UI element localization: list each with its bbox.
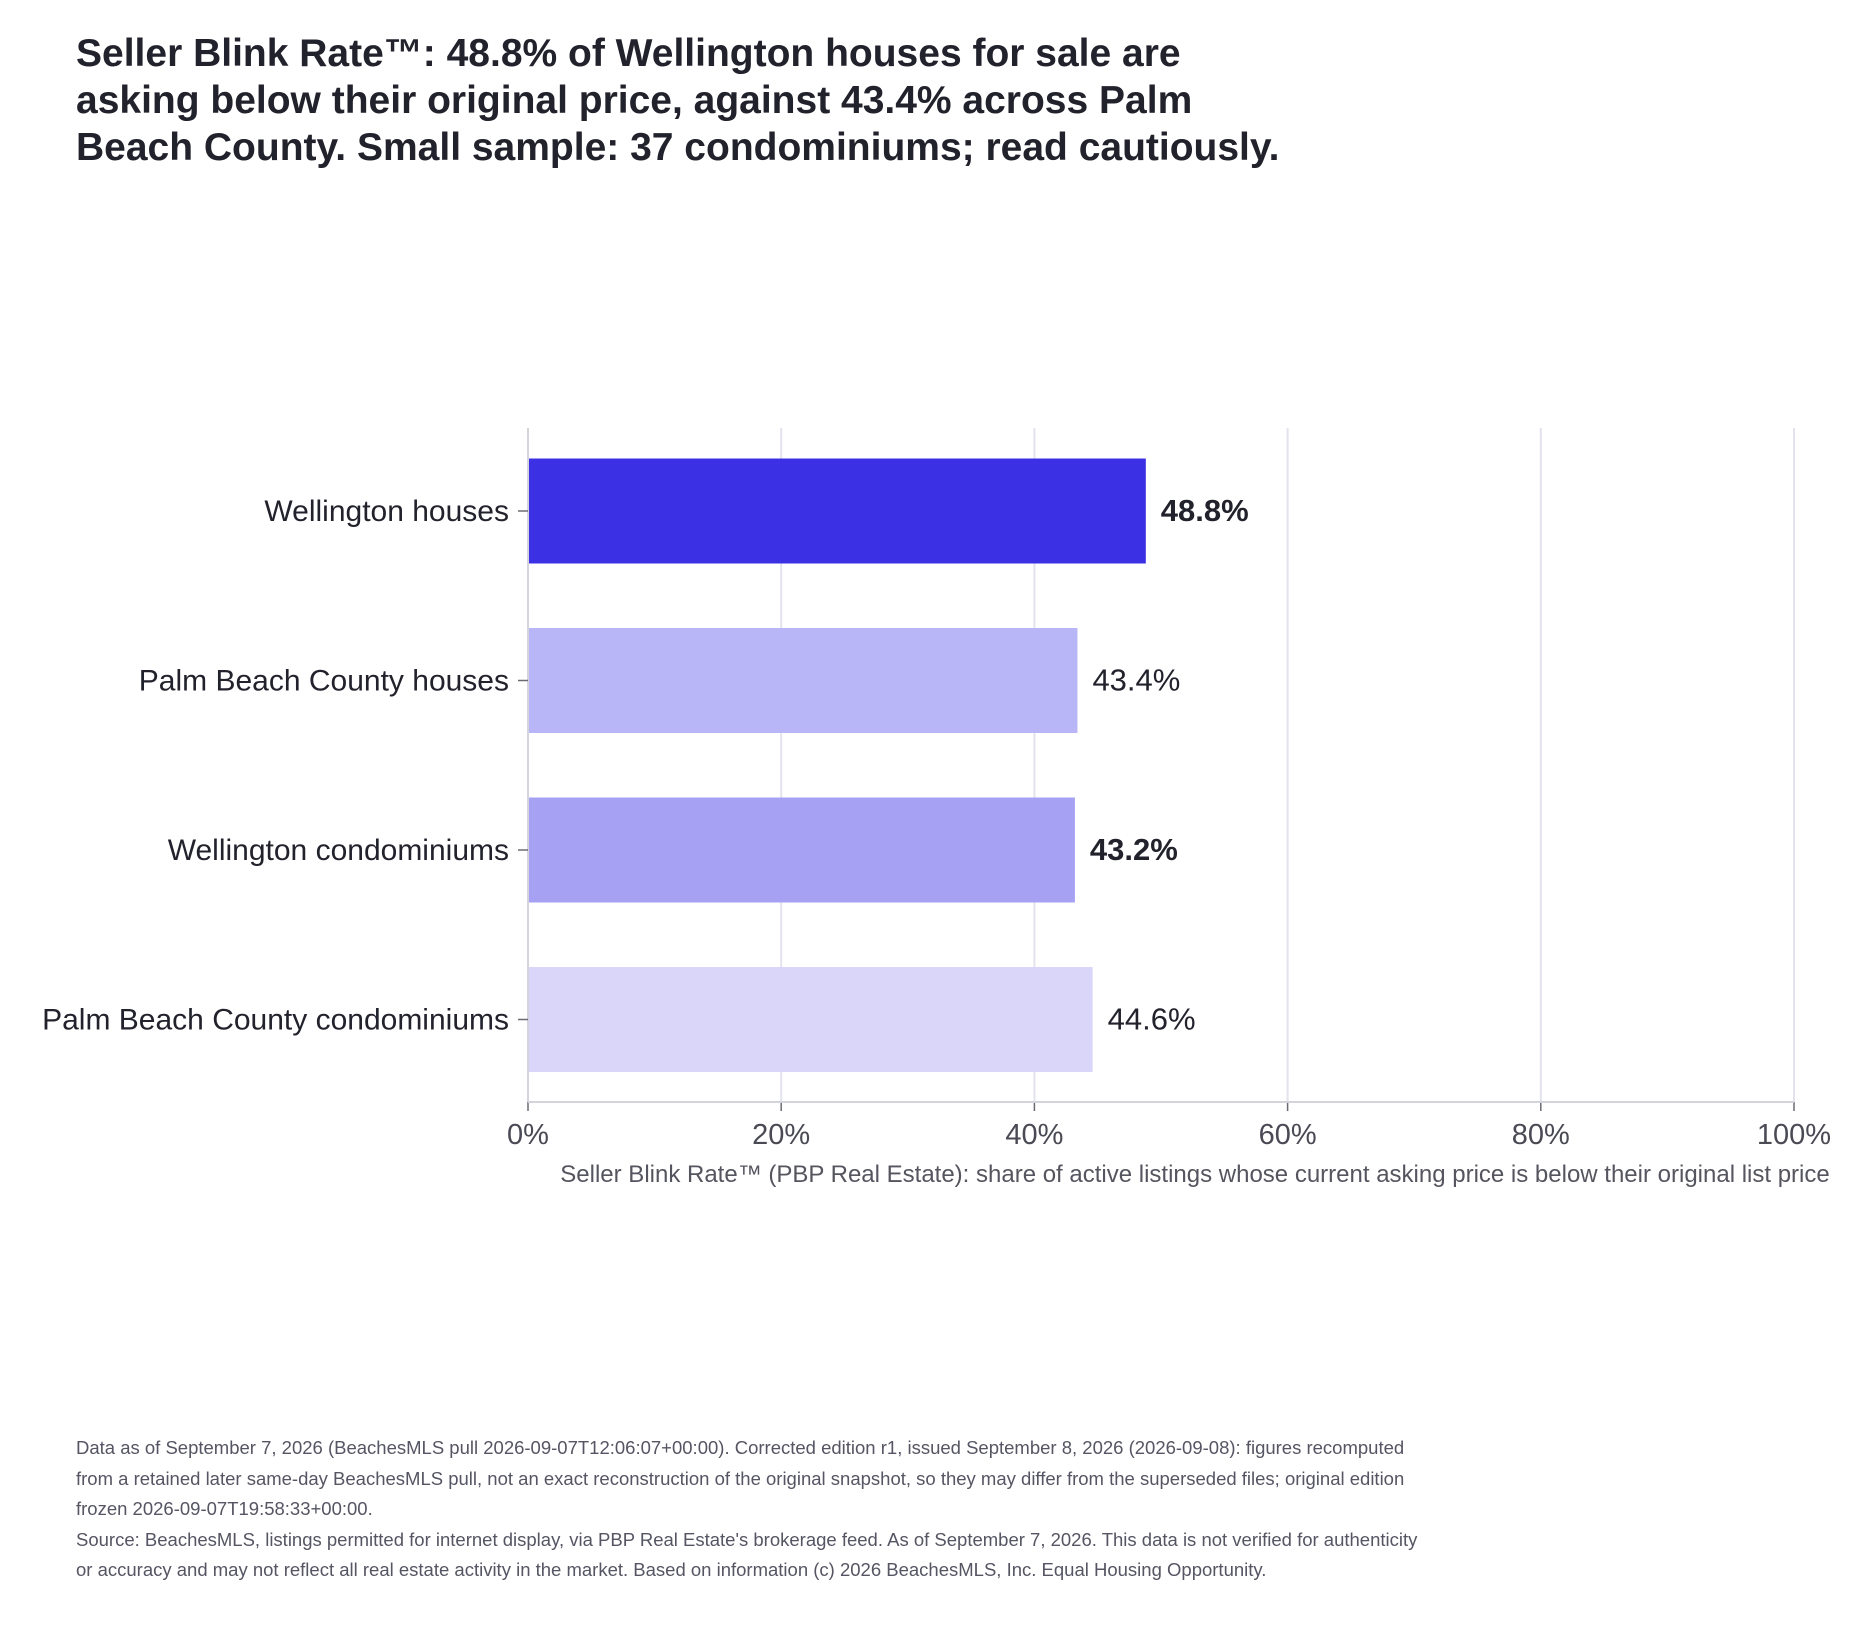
category-label: Palm Beach County condominiums <box>42 1004 509 1037</box>
x-tick-label: 0% <box>507 1119 549 1151</box>
value-label: 48.8% <box>1161 493 1249 528</box>
x-axis-title: Seller Blink Rate™ (PBP Real Estate): sh… <box>560 1161 1829 1188</box>
edition-note: Data as of September 7, 2026 (BeachesMLS… <box>76 1437 1405 1519</box>
chart-title: Seller Blink Rate™: 48.8% of Wellington … <box>76 32 1280 169</box>
bar-chart: 48.8% 43.4% 43.2% 44.6% 0% 20% 40% 60% 80% 100% W… <box>42 428 1831 1188</box>
x-tick-label: 20% <box>752 1119 810 1151</box>
x-tick-label: 100% <box>1757 1119 1831 1151</box>
bar <box>528 797 1075 903</box>
value-label: 43.2% <box>1090 832 1178 867</box>
bar <box>528 628 1078 733</box>
source-note: Source: BeachesMLS, listings permitted f… <box>76 1528 1418 1581</box>
x-tick-label: 80% <box>1512 1119 1570 1151</box>
category-label: Palm Beach County houses <box>139 665 509 698</box>
category-label: Wellington houses <box>264 495 509 528</box>
value-label: 44.6% <box>1108 1002 1196 1037</box>
axes: 0% 20% 40% 60% 80% 100% Wellington houses Palm … <box>42 428 1831 1151</box>
bar <box>528 458 1146 564</box>
x-tick-label: 60% <box>1259 1119 1317 1151</box>
category-label: Wellington condominiums <box>168 834 509 867</box>
x-tick-label: 40% <box>1005 1119 1063 1151</box>
bars: 48.8% 43.4% 43.2% 44.6% <box>528 458 1249 1072</box>
bar <box>528 967 1093 1072</box>
value-label: 43.4% <box>1092 663 1180 698</box>
footnotes: Data as of September 7, 2026 (BeachesMLS… <box>76 1433 1436 1586</box>
